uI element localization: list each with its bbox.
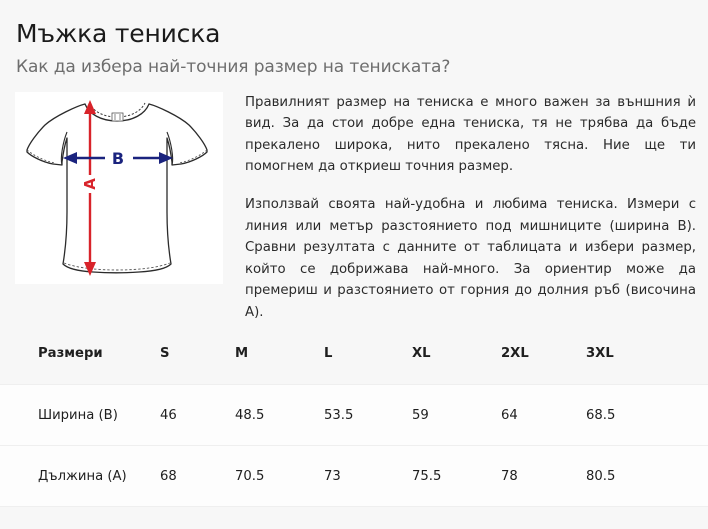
cell-length-3xl: 80.5 (586, 468, 616, 484)
header-cell-xl: XL (412, 322, 501, 385)
cell-length-m: 70.5 (235, 468, 265, 484)
header-cell-l: L (324, 322, 412, 385)
cell-width-2xl: 64 (501, 407, 518, 423)
intro-paragraph-2: Използвай своята най-удобна и любима тен… (245, 196, 696, 320)
row-label-length: Дължина (A) (38, 468, 127, 484)
cell-length-s: 68 (160, 468, 177, 484)
tshirt-diagram: A B (15, 91, 223, 284)
header-cell-3xl: 3XL (586, 322, 708, 385)
table-row: Дължина (A) 68 70.5 73 75.5 78 80.5 (0, 445, 708, 507)
header-cell-sizes: Размери (0, 322, 160, 385)
cell-length-l: 73 (324, 468, 341, 484)
width-arrow-head-left (63, 151, 77, 164)
size-table: Размери S M L XL 2XL 3XL Ширина (B) 46 4… (0, 322, 708, 507)
svg-text:A: A (81, 178, 99, 190)
header-cell-2xl: 2XL (501, 322, 586, 385)
table-row: Ширина (B) 46 48.5 53.5 59 64 68.5 (0, 384, 708, 446)
size-table-head: Размери S M L XL 2XL 3XL (0, 322, 708, 385)
table-header-row: Размери S M L XL 2XL 3XL (0, 322, 708, 385)
size-table-body: Ширина (B) 46 48.5 53.5 59 64 68.5 Дължи… (0, 384, 708, 507)
height-arrow-head-bottom (84, 261, 96, 276)
page-title: Мъжка тениска (16, 19, 221, 48)
cell-width-l: 53.5 (324, 407, 354, 423)
height-label-a: A (81, 174, 99, 193)
header-cell-s: S (160, 322, 235, 385)
intro-paragraph-1: Правилният размер на тениска е много важ… (245, 94, 696, 175)
intro-text: Правилният размер на тениска е много важ… (223, 92, 698, 323)
width-label-b: B (112, 149, 124, 168)
cell-length-xl: 75.5 (412, 468, 442, 484)
intro-section: A B Правилният размер на тениска е много… (0, 78, 708, 323)
page-header: Мъжка тениска Как да избера най-точния р… (0, 0, 708, 78)
cell-width-xl: 59 (412, 407, 429, 423)
tshirt-measurement-svg: A B (26, 99, 208, 276)
header-cell-m: M (235, 322, 324, 385)
size-table-container: Размери S M L XL 2XL 3XL Ширина (B) 46 4… (0, 322, 708, 529)
cell-width-s: 46 (160, 407, 177, 423)
page-subtitle: Как да избера най-точния размер на тенис… (16, 56, 451, 77)
collar-tag-icon (111, 112, 124, 122)
row-label-width: Ширина (B) (38, 407, 118, 423)
cell-width-m: 48.5 (235, 407, 265, 423)
height-arrow-head-top (84, 99, 96, 114)
cell-length-2xl: 78 (501, 468, 518, 484)
width-arrow-head-right (159, 151, 173, 164)
cell-width-3xl: 68.5 (586, 407, 616, 423)
